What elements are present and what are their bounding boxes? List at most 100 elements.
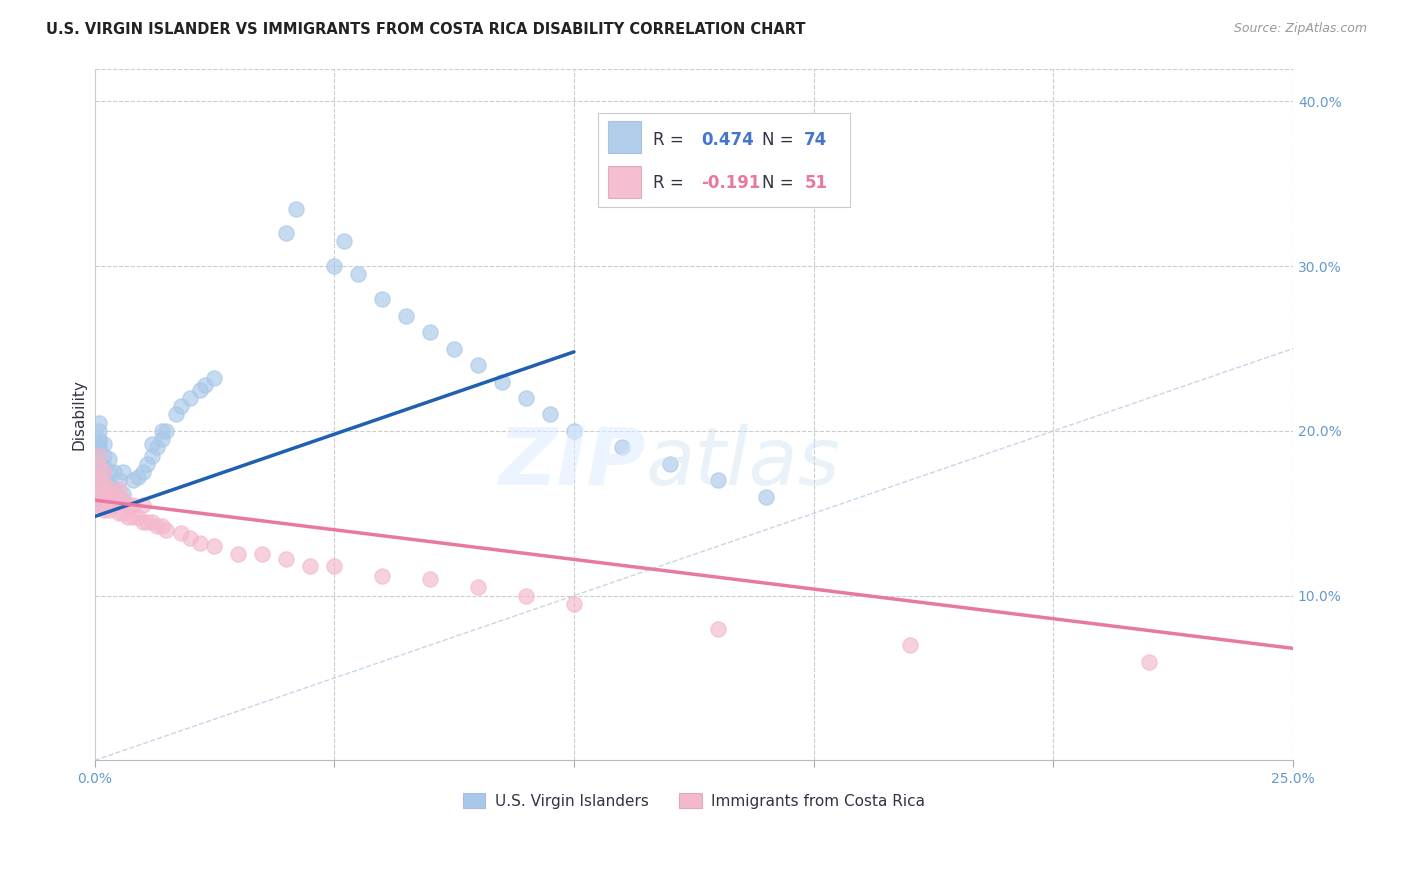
Point (491, 375, 513, 389)
Point (93, 503, 115, 517)
Point (146, 441, 169, 455)
Point (107, 474, 129, 488)
Point (107, 506, 129, 520)
Y-axis label: Disability: Disability (72, 379, 86, 450)
Point (170, 526, 193, 541)
Point (155, 424, 177, 438)
Point (188, 383, 211, 397)
Point (89, 476, 111, 491)
Point (93, 476, 115, 491)
Point (89, 460, 111, 475)
Point (97, 503, 120, 517)
Point (97, 490, 120, 504)
Point (89, 449, 111, 463)
Point (131, 498, 153, 512)
Point (103, 482, 125, 496)
Point (103, 498, 125, 512)
Point (395, 309, 418, 323)
Point (333, 235, 356, 249)
Point (276, 552, 298, 566)
Point (93, 465, 115, 479)
Point (538, 408, 561, 422)
Point (467, 581, 489, 595)
Text: U.S. VIRGIN ISLANDER VS IMMIGRANTS FROM COSTA RICA DISABILITY CORRELATION CHART: U.S. VIRGIN ISLANDER VS IMMIGRANTS FROM … (46, 22, 806, 37)
Point (419, 325, 441, 339)
Point (141, 437, 163, 451)
Point (89, 443, 111, 458)
Point (323, 259, 346, 273)
Point (89, 470, 111, 484)
Point (89, 476, 111, 491)
Point (112, 506, 135, 520)
Point (122, 474, 145, 488)
Point (284, 202, 307, 216)
Point (89, 490, 111, 504)
Point (97, 465, 120, 479)
Point (89, 432, 111, 446)
Point (610, 441, 633, 455)
Point (707, 622, 730, 636)
Point (299, 559, 322, 574)
Point (112, 493, 135, 508)
Point (89, 435, 111, 450)
Point (103, 486, 125, 500)
Point (1137, 655, 1160, 669)
Point (112, 465, 135, 479)
Point (93, 493, 115, 508)
Point (515, 589, 537, 603)
Point (89, 490, 111, 504)
Point (898, 638, 921, 652)
Legend: U.S. Virgin Islanders, Immigrants from Costa Rica: U.S. Virgin Islanders, Immigrants from C… (457, 788, 931, 815)
Point (93, 460, 115, 475)
Point (117, 498, 139, 512)
Point (89, 465, 111, 479)
Point (89, 482, 111, 496)
Point (127, 509, 149, 524)
Point (117, 509, 139, 524)
Point (89, 457, 111, 471)
Point (371, 569, 394, 583)
Point (89, 453, 111, 467)
Point (107, 482, 129, 496)
Point (131, 515, 153, 529)
Point (276, 226, 298, 240)
Point (97, 451, 120, 466)
Point (89, 484, 111, 499)
Point (89, 470, 111, 484)
Point (127, 470, 149, 484)
Point (89, 416, 111, 430)
Point (562, 424, 585, 438)
Text: atlas: atlas (645, 424, 841, 502)
Point (89, 460, 111, 475)
Point (150, 432, 173, 446)
Point (658, 457, 681, 471)
Point (136, 457, 159, 471)
Point (89, 498, 111, 512)
Point (107, 490, 129, 504)
Point (707, 474, 730, 488)
Point (93, 490, 115, 504)
Point (93, 449, 115, 463)
Point (122, 509, 145, 524)
Point (112, 486, 135, 500)
Point (122, 498, 145, 512)
Point (97, 493, 120, 508)
Point (146, 519, 169, 533)
Point (136, 515, 159, 529)
Point (141, 515, 163, 529)
Point (755, 490, 778, 504)
Point (467, 358, 489, 372)
Point (131, 465, 153, 479)
Point (89, 482, 111, 496)
Point (204, 371, 226, 385)
Point (93, 486, 115, 500)
Point (93, 437, 115, 451)
Point (89, 482, 111, 496)
Point (150, 424, 173, 438)
Point (89, 424, 111, 438)
Point (204, 539, 226, 553)
Point (150, 519, 173, 533)
Point (347, 268, 370, 282)
Point (103, 493, 125, 508)
Point (93, 476, 115, 491)
